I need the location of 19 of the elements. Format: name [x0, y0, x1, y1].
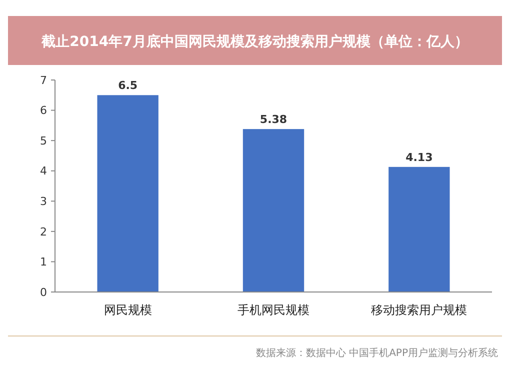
- bar: [97, 95, 158, 292]
- y-tick-label: 7: [40, 74, 47, 87]
- y-tick-label: 4: [40, 164, 47, 178]
- bar: [242, 129, 304, 292]
- data-label: 6.5: [118, 79, 138, 92]
- y-tick-label: 5: [40, 134, 47, 148]
- chart-title: 截止2014年7月底中国网民规模及移动搜索用户规模（单位：亿人）: [40, 33, 468, 50]
- data-label: 5.38: [260, 113, 288, 126]
- x-tick-label: 手机网民规模: [238, 303, 310, 317]
- y-tick-label: 0: [40, 286, 47, 299]
- y-tick-label: 6: [40, 104, 47, 118]
- x-tick-label: 网民规模: [104, 303, 152, 317]
- data-label: 4.13: [406, 150, 433, 164]
- source-note: 数据来源：数据中心 中国手机APP用户监测与分析系统: [256, 347, 498, 359]
- y-tick-label: 2: [40, 225, 47, 238]
- bar: [388, 166, 450, 292]
- x-tick-label: 移动搜索用户规模: [371, 303, 468, 317]
- y-tick-label: 1: [40, 256, 47, 269]
- y-tick-label: 3: [40, 194, 47, 208]
